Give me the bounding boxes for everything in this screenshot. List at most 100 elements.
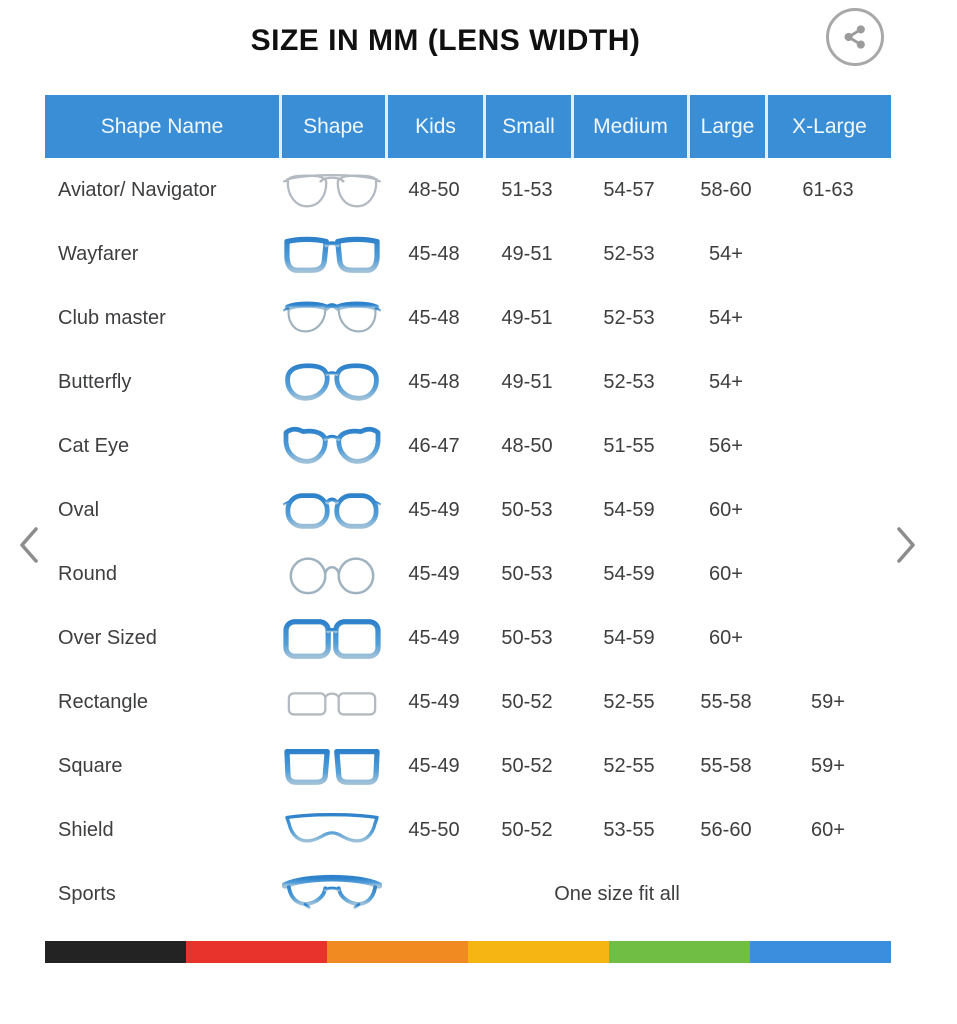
- size-small: 48-50: [501, 434, 553, 457]
- size-xlarge: [765, 478, 891, 542]
- table-row: Over Sized 45-49 50-53 54-59 60+: [45, 606, 891, 670]
- size-large: 60+: [709, 562, 743, 585]
- size-kids: 48-50: [408, 178, 460, 201]
- table-row: Club master 45-48 49-51: [45, 286, 891, 350]
- size-large: 54+: [709, 306, 743, 329]
- size-kids: 45-48: [408, 242, 460, 265]
- footer-color-bar: [45, 941, 891, 963]
- table-row: Shield 45-50 50-52 53-55 56-60 60+: [45, 798, 891, 862]
- shape-icon-cell: [279, 734, 385, 798]
- one-size-note: One size fit all: [554, 882, 680, 905]
- size-small: 50-52: [501, 818, 553, 841]
- size-kids: 45-49: [408, 690, 460, 713]
- shield-glasses-icon: [285, 812, 379, 843]
- share-button[interactable]: [826, 8, 884, 66]
- oversized-glasses-icon: [283, 619, 381, 659]
- chevron-right-icon: [897, 527, 915, 563]
- size-medium: 54-59: [603, 498, 655, 521]
- size-kids: 46-47: [408, 434, 460, 457]
- size-medium: 52-53: [603, 370, 655, 393]
- shape-icon-cell: [279, 670, 385, 734]
- clubmaster-glasses-icon: [282, 301, 382, 333]
- shape-name: Round: [58, 562, 117, 585]
- shape-icon-cell: [279, 798, 385, 862]
- size-xlarge: 59+: [811, 754, 845, 777]
- size-xlarge: 59+: [811, 690, 845, 713]
- shape-name: Cat Eye: [58, 434, 130, 457]
- bar-segment-green: [609, 941, 750, 963]
- size-xlarge: [765, 542, 891, 606]
- size-small: 49-51: [501, 242, 553, 265]
- bar-segment-red: [186, 941, 327, 963]
- table-header-row: Shape Name Shape Kids Small Medium Large…: [45, 95, 891, 158]
- size-kids: 45-49: [408, 754, 460, 777]
- col-header-kids: Kids: [385, 95, 483, 158]
- size-xlarge: [765, 222, 891, 286]
- table-row: Sports One size fit all: [45, 862, 891, 926]
- table-row: Aviator/ Navigator 48-50 51-53 54-5: [45, 158, 891, 222]
- size-kids: 45-48: [408, 306, 460, 329]
- bar-segment-orange: [327, 941, 468, 963]
- shape-icon-cell: [279, 158, 385, 222]
- table-row: Oval 45-49 50-53 54-59 60+: [45, 478, 891, 542]
- size-xlarge: 60+: [811, 818, 845, 841]
- round-glasses-icon: [283, 557, 381, 595]
- page-title: SIZE IN MM (LENS WIDTH): [250, 24, 641, 57]
- size-small: 49-51: [501, 306, 553, 329]
- shape-icon-cell: [279, 606, 385, 670]
- share-icon: [844, 25, 865, 49]
- shape-icon-cell: [279, 862, 385, 926]
- shape-name: Rectangle: [58, 690, 149, 713]
- bar-segment-blue: [750, 941, 891, 963]
- size-small: 50-53: [501, 626, 553, 649]
- rectangle-glasses-icon: [287, 692, 377, 716]
- col-header-large: Large: [687, 95, 765, 158]
- shape-icon-cell: [279, 350, 385, 414]
- size-kids: 45-49: [408, 562, 460, 585]
- size-kids: 45-50: [408, 818, 460, 841]
- table-row: Round 45-49 50-53 54-59 60+: [45, 542, 891, 606]
- size-large: 55-58: [700, 690, 752, 713]
- wayfarer-glasses-icon: [284, 236, 380, 273]
- shape-name: Butterfly: [58, 370, 132, 393]
- shape-icon-cell: [279, 222, 385, 286]
- col-header-small: Small: [483, 95, 571, 158]
- shape-name: Sports: [58, 882, 116, 905]
- size-xlarge: 61-63: [802, 178, 854, 201]
- butterfly-glasses-icon: [285, 363, 379, 401]
- shape-name: Over Sized: [58, 626, 157, 649]
- shape-name: Square: [58, 754, 123, 777]
- table-body: Aviator/ Navigator 48-50 51-53 54-5: [45, 158, 891, 926]
- size-large: 55-58: [700, 754, 752, 777]
- shape-name: Wayfarer: [58, 242, 139, 265]
- size-small: 49-51: [501, 370, 553, 393]
- size-large: 56+: [709, 434, 743, 457]
- shape-icon-cell: [279, 286, 385, 350]
- square-glasses-icon: [284, 748, 380, 785]
- col-header-shape: Shape: [279, 95, 385, 158]
- size-kids: 45-48: [408, 370, 460, 393]
- carousel-prev-button[interactable]: [14, 524, 44, 566]
- size-large: 60+: [709, 498, 743, 521]
- size-small: 50-52: [501, 754, 553, 777]
- size-xlarge: [765, 414, 891, 478]
- size-small: 50-53: [501, 562, 553, 585]
- chevron-left-icon: [20, 527, 38, 563]
- size-large: 56-60: [700, 818, 752, 841]
- size-medium: 52-53: [603, 306, 655, 329]
- size-xlarge: [765, 350, 891, 414]
- aviator-glasses-icon: [282, 173, 382, 208]
- table-row: Rectangle 45-49 50-52 52-55 55-58 59+: [45, 670, 891, 734]
- shape-icon-cell: [279, 414, 385, 478]
- size-kids: 45-49: [408, 626, 460, 649]
- size-medium: 52-55: [603, 690, 655, 713]
- carousel-next-button[interactable]: [891, 524, 921, 566]
- size-large: 58-60: [700, 178, 752, 201]
- size-medium: 52-55: [603, 754, 655, 777]
- size-small: 51-53: [501, 178, 553, 201]
- table-row: Butterfly 45-48 49-51 52-53 54+: [45, 350, 891, 414]
- shape-name: Club master: [58, 306, 166, 329]
- shape-icon-cell: [279, 542, 385, 606]
- table-row: Square 45-49 50-52 52-55 55-58 59+: [45, 734, 891, 798]
